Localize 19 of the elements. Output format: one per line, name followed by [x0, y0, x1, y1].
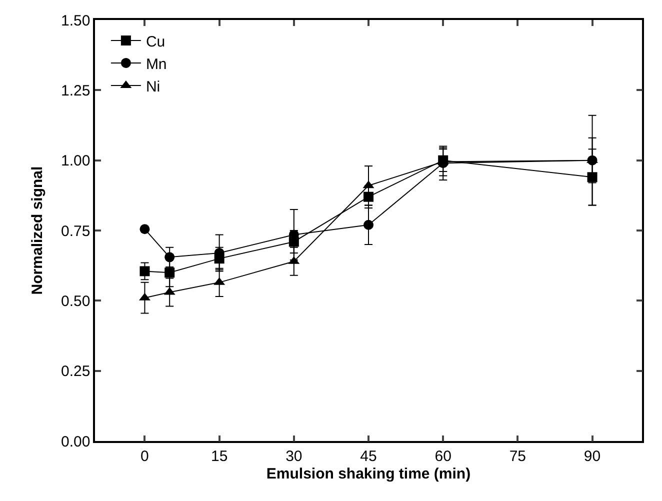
y-tick-label: 0.00: [61, 433, 90, 450]
y-tick-label: 0.25: [61, 363, 90, 380]
x-tick-label: 45: [360, 448, 377, 465]
legend-label: Ni: [146, 78, 160, 96]
x-tick-label: 90: [584, 448, 601, 465]
legend-label: Cu: [146, 33, 166, 50]
x-tick-label: 15: [210, 448, 228, 465]
x-tick-label: 60: [434, 448, 452, 465]
y-tick-label: 1.50: [61, 12, 90, 30]
x-tick-label: 30: [286, 448, 302, 465]
y-axis-title: Normalized signal: [28, 166, 46, 295]
x-axis-title: Emulsion shaking time (min): [266, 465, 471, 482]
legend-label: Mn: [146, 56, 167, 73]
y-tick-label: 1.25: [61, 82, 90, 100]
y-tick-label: 0.50: [61, 292, 90, 310]
x-tick-label: 0: [140, 448, 149, 465]
x-tick-label: 75: [509, 448, 526, 465]
y-tick-label: 1.00: [61, 152, 90, 170]
y-tick-label: 0.75: [61, 222, 90, 240]
